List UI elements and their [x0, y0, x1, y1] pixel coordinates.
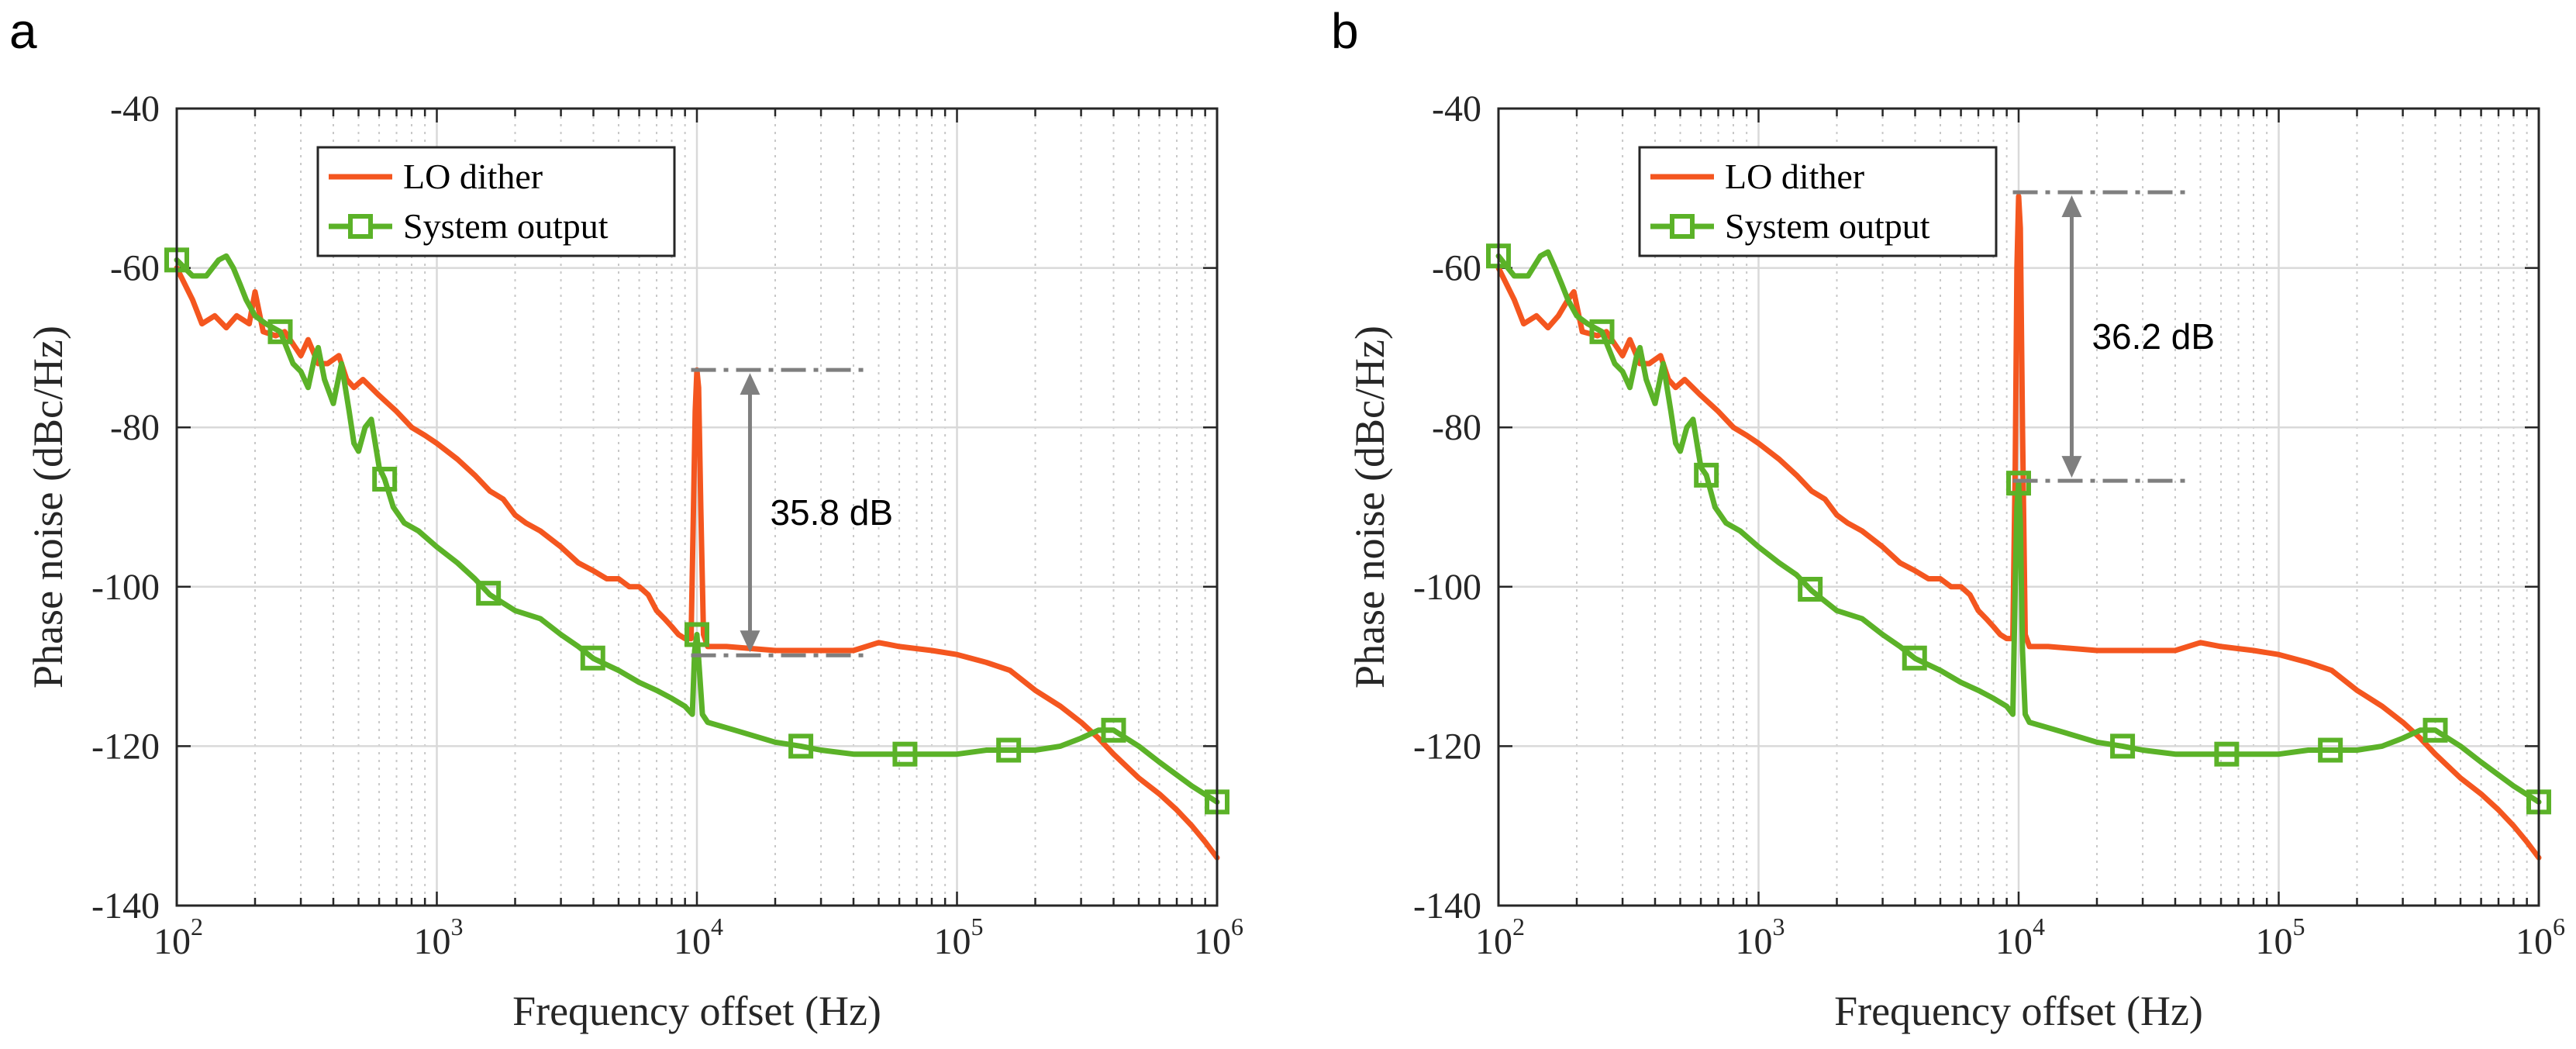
data-point-system-output [2006, 471, 2031, 496]
x-axis-label: Frequency offset (Hz) [512, 988, 881, 1034]
x-tick-label: 103 [414, 913, 464, 962]
x-tick-base: 10 [1194, 921, 1231, 962]
x-tick-exponent: 3 [1773, 913, 1785, 940]
annotation-arrowhead-up [2061, 195, 2082, 217]
y-axis-label: Phase noise (dBc/Hz) [1347, 326, 1393, 688]
data-point-system-output [2423, 717, 2448, 743]
legend-box [316, 146, 676, 257]
x-tick-exponent: 6 [1231, 913, 1243, 940]
x-tick-label: 106 [2516, 913, 2565, 962]
series-group [1486, 193, 2551, 861]
legend-label: System output [1725, 206, 1930, 246]
legend-marker [1670, 214, 1695, 239]
series-line-system-output [174, 253, 1220, 805]
annotation-label: 36.2 dB [2091, 316, 2215, 357]
x-tick-base: 10 [1736, 921, 1773, 962]
data-point-system-output [1902, 645, 1927, 671]
y-tick-label: -80 [1432, 407, 1481, 448]
y-tick-label: -60 [1432, 248, 1481, 289]
y-tick-label: -100 [91, 567, 160, 608]
data-point-system-output [2318, 737, 2343, 763]
data-point-system-output [2214, 741, 2240, 767]
data-point-system-output [996, 737, 1022, 763]
legend-label: System output [403, 206, 609, 246]
x-tick-label: 106 [1194, 913, 1243, 962]
data-point-system-output [1798, 577, 1823, 602]
y-tick-label: -60 [110, 248, 160, 289]
y-tick-label: -140 [91, 885, 160, 927]
x-tick-base: 10 [2256, 921, 2293, 962]
axes-frame [1497, 107, 2540, 907]
gap-annotation: 35.8 dB [691, 367, 893, 657]
y-tick-label: -100 [1413, 567, 1481, 608]
annotation-arrowhead-down [2061, 456, 2082, 478]
x-tick-exponent: 4 [2033, 913, 2045, 940]
x-tick-label: 103 [1736, 913, 1785, 962]
x-tick-label: 104 [1995, 913, 2045, 962]
data-point-system-output [267, 319, 293, 344]
legend-box [1638, 146, 1998, 257]
annotation-arrowhead-down [740, 630, 760, 653]
legend-label: LO dither [1725, 157, 1864, 196]
x-tick-label: 105 [934, 913, 984, 962]
data-point-system-output [685, 622, 709, 647]
series-line-lo-dither [174, 265, 1220, 861]
tick-marks [1497, 107, 2540, 907]
panel-label: b [1331, 3, 1359, 59]
x-tick-exponent: 5 [971, 913, 984, 940]
data-point-system-output [372, 467, 398, 492]
x-axis-label: Frequency offset (Hz) [1834, 988, 2203, 1034]
data-point-system-output [1101, 717, 1126, 743]
x-tick-base: 10 [153, 921, 191, 962]
y-axis-label: Phase noise (dBc/Hz) [25, 326, 71, 688]
x-tick-base: 10 [934, 921, 971, 962]
annotation-label: 35.8 dB [770, 492, 893, 533]
x-tick-exponent: 3 [451, 913, 464, 940]
y-tick-label: -80 [110, 407, 160, 448]
x-tick-base: 10 [1475, 921, 1512, 962]
data-point-system-output [892, 741, 918, 767]
legend: LO dither System output [316, 146, 676, 257]
y-tick-label: -120 [91, 726, 160, 767]
data-point-system-output [788, 733, 814, 759]
legend-marker [348, 214, 373, 239]
series-line-lo-dither [1495, 193, 2542, 861]
legend: LO dither System output [1638, 146, 1998, 257]
data-point-system-output [580, 645, 605, 671]
x-tick-exponent: 6 [2553, 913, 2565, 940]
x-tick-base: 10 [674, 921, 711, 962]
data-point-system-output [1589, 319, 1615, 344]
x-tick-base: 10 [1995, 921, 2033, 962]
data-point-system-output [1694, 462, 1719, 488]
axes-frame [175, 107, 1219, 907]
data-point-system-output [476, 581, 502, 606]
x-tick-base: 10 [2516, 921, 2553, 962]
x-tick-base: 10 [414, 921, 451, 962]
data-point-system-output [2110, 733, 2136, 759]
x-tick-exponent: 2 [1512, 913, 1525, 940]
series-line-system-output [1495, 249, 2542, 805]
x-tick-exponent: 5 [2293, 913, 2305, 940]
x-tick-exponent: 2 [191, 913, 203, 940]
x-tick-label: 102 [153, 913, 203, 962]
gap-annotation: 36.2 dB [2012, 190, 2215, 483]
series-group [164, 247, 1229, 861]
legend-label: LO dither [403, 157, 543, 196]
x-tick-exponent: 4 [711, 913, 723, 940]
x-tick-label: 105 [2256, 913, 2305, 962]
y-tick-label: -120 [1413, 726, 1481, 767]
y-tick-label: -140 [1413, 885, 1481, 927]
y-tick-label: -40 [1432, 88, 1481, 129]
y-tick-label: -40 [110, 88, 160, 129]
panel-label: a [9, 3, 37, 59]
annotation-arrowhead-up [740, 373, 760, 395]
x-tick-label: 104 [674, 913, 723, 962]
x-tick-label: 102 [1475, 913, 1525, 962]
